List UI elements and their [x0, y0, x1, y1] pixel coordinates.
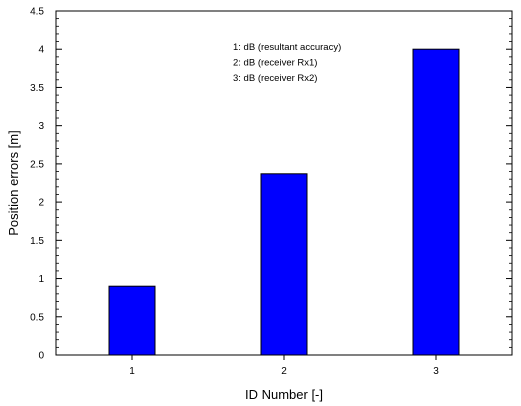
y-tick-label: 1.5 [30, 236, 44, 247]
y-tick-label: 2 [38, 198, 44, 209]
annotation-line: 2: dB (receiver Rx1) [233, 58, 317, 69]
x-tick-label: 1 [129, 366, 135, 377]
bars-group [108, 48, 460, 356]
x-tick-label: 2 [281, 366, 287, 377]
y-tick-label: 0.5 [30, 312, 44, 323]
x-tick-label: 3 [433, 366, 439, 377]
bar-1 [108, 285, 156, 356]
plot-frame [55, 10, 513, 356]
y-axis-title: Position errors [m] [6, 130, 21, 235]
x-axis-title: ID Number [-] [245, 387, 323, 402]
annotation-line: 1: dB (resultant accuracy) [233, 42, 341, 53]
y-tick-label: 2.5 [30, 159, 44, 170]
annotations-group: 1: dB (resultant accuracy) 2: dB (receive… [233, 42, 341, 84]
y-tick-label: 4 [38, 45, 44, 56]
bar-2 [260, 173, 308, 356]
y-tick-label: 3 [38, 121, 44, 132]
bar-3 [412, 48, 460, 356]
annotation-line: 3: dB (receiver Rx2) [233, 73, 317, 84]
y-tick-label: 4.5 [30, 7, 44, 18]
y-tick-label: 0 [38, 351, 44, 362]
y-tick-label: 1 [38, 274, 44, 285]
y-tick-label: 3.5 [30, 83, 44, 94]
